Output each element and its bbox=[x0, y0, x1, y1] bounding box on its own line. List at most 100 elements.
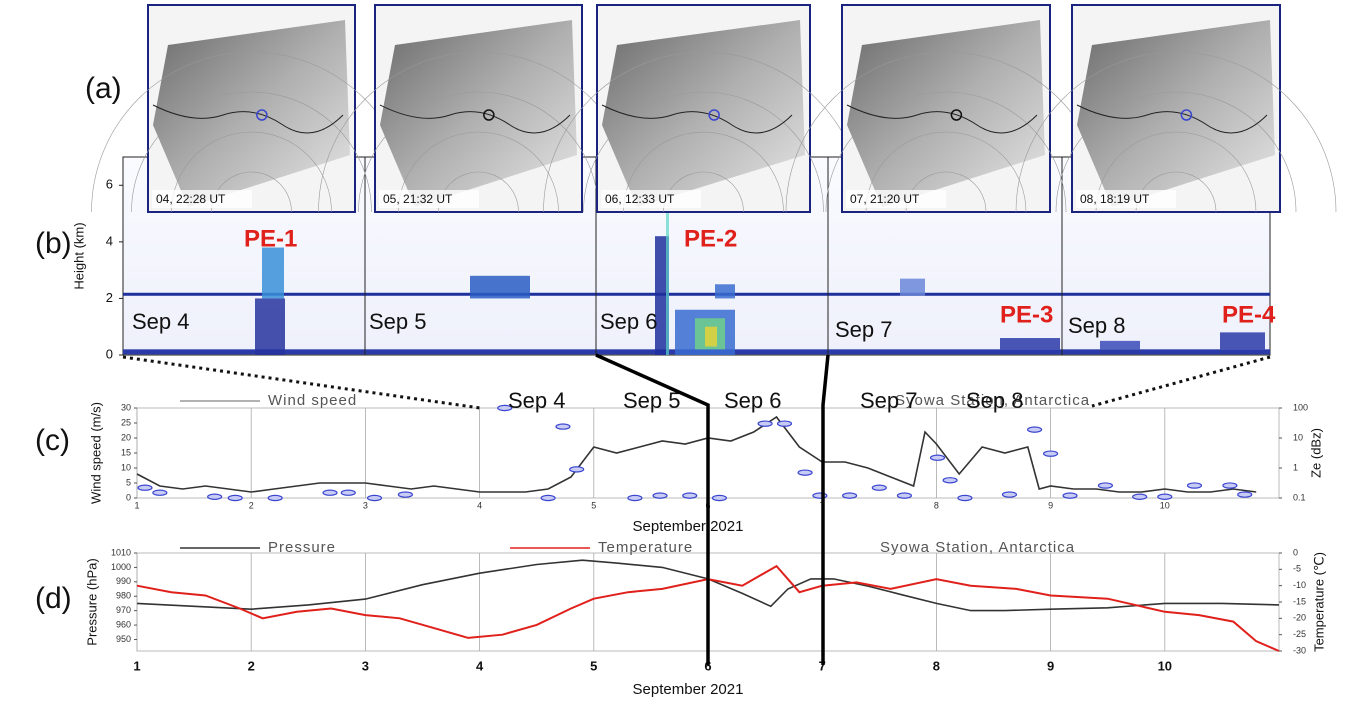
ze-point bbox=[943, 478, 957, 483]
x-tick-label: 5 bbox=[590, 658, 597, 673]
ze-point bbox=[1133, 494, 1147, 499]
ze-point bbox=[570, 467, 584, 472]
y-tick-label: 30 bbox=[121, 402, 131, 412]
legend-label: Wind speed bbox=[268, 392, 357, 409]
y2-tick-label: 0.1 bbox=[1293, 492, 1306, 502]
x-tick-label: 5 bbox=[591, 500, 596, 510]
lidar-echo bbox=[1000, 338, 1060, 349]
x-tick-label: 4 bbox=[477, 500, 482, 510]
ze-point bbox=[323, 490, 337, 495]
x-tick-label: 9 bbox=[1047, 658, 1054, 673]
ze-point bbox=[1063, 493, 1077, 498]
ze-point bbox=[628, 495, 642, 500]
ze-point bbox=[228, 495, 242, 500]
ze-point bbox=[398, 492, 412, 497]
ze-point bbox=[758, 421, 772, 426]
ze-point bbox=[556, 424, 570, 429]
ze-point bbox=[268, 495, 282, 500]
day-label: Sep 5 bbox=[369, 309, 427, 334]
lidar-echo bbox=[705, 327, 717, 347]
chart-title: Syowa Station, Antarctica bbox=[880, 539, 1075, 556]
y-tick-label: 960 bbox=[116, 619, 131, 629]
y2-tick-label: 100 bbox=[1293, 402, 1308, 412]
x-tick-label: 1 bbox=[134, 500, 139, 510]
y2-tick-label: -20 bbox=[1293, 613, 1306, 623]
y2-axis-label: Ze (dBz) bbox=[1308, 428, 1323, 478]
y-tick-label: 0 bbox=[126, 492, 131, 502]
x-tick-label: 4 bbox=[476, 658, 484, 673]
day-annotation: Sep 7 bbox=[860, 388, 918, 413]
y-tick-label: 10 bbox=[121, 462, 131, 472]
ze-point bbox=[653, 493, 667, 498]
lidar-echo bbox=[470, 276, 530, 299]
y2-tick-label: -5 bbox=[1293, 564, 1301, 574]
x-tick-label: 8 bbox=[934, 500, 939, 510]
y-tick-label: 15 bbox=[121, 447, 131, 457]
x-tick-label: 10 bbox=[1158, 658, 1172, 673]
y2-tick-label: 1 bbox=[1293, 462, 1298, 472]
y2-tick-label: 10 bbox=[1293, 432, 1303, 442]
lidar-echo bbox=[900, 279, 925, 296]
x-tick-label: 3 bbox=[363, 500, 368, 510]
x-tick-label: 2 bbox=[249, 500, 254, 510]
ze-point bbox=[1028, 427, 1042, 432]
zoom-guide bbox=[1092, 357, 1270, 406]
ze-point bbox=[897, 493, 911, 498]
x-tick-label: 9 bbox=[1048, 500, 1053, 510]
day-label: Sep 7 bbox=[835, 317, 893, 342]
panel-label: (c) bbox=[35, 424, 70, 457]
ze-point bbox=[138, 485, 152, 490]
day-annotation: Sep 4 bbox=[508, 388, 566, 413]
series-line bbox=[137, 417, 1256, 492]
image-caption: 07, 21:20 UT bbox=[850, 192, 920, 206]
y-tick-label: 4 bbox=[106, 233, 113, 248]
event-label: PE-2 bbox=[684, 225, 737, 252]
x-tick-label: 2 bbox=[248, 658, 255, 673]
day-annotation: Sep 8 bbox=[966, 388, 1024, 413]
image-caption: 05, 21:32 UT bbox=[383, 192, 453, 206]
y-tick-label: 950 bbox=[116, 634, 131, 644]
ze-point bbox=[1098, 483, 1112, 488]
ze-point bbox=[813, 493, 827, 498]
y-tick-label: 25 bbox=[121, 417, 131, 427]
ze-point bbox=[1238, 492, 1252, 497]
y-tick-label: 0 bbox=[106, 346, 113, 361]
ze-point bbox=[712, 495, 726, 500]
ze-point bbox=[958, 495, 972, 500]
ze-point bbox=[368, 495, 382, 500]
y2-tick-label: -15 bbox=[1293, 596, 1306, 606]
panel-label: (d) bbox=[35, 582, 72, 615]
x-tick-label: 1 bbox=[133, 658, 140, 673]
day-annotation: Sep 5 bbox=[623, 388, 681, 413]
ze-point bbox=[843, 493, 857, 498]
event-label: PE-3 bbox=[1000, 301, 1053, 328]
image-caption: 06, 12:33 UT bbox=[605, 192, 675, 206]
x-axis-label: September 2021 bbox=[633, 518, 744, 535]
lidar-echo bbox=[255, 298, 285, 355]
y-tick-label: 6 bbox=[106, 177, 113, 192]
day-label: Sep 4 bbox=[132, 309, 190, 334]
day-annotation: Sep 6 bbox=[724, 388, 782, 413]
ze-point bbox=[1223, 483, 1237, 488]
y-tick-label: 990 bbox=[116, 576, 131, 586]
ze-point bbox=[778, 421, 792, 426]
ze-point bbox=[798, 470, 812, 475]
ze-point bbox=[931, 455, 945, 460]
y2-tick-label: -30 bbox=[1293, 645, 1306, 655]
y2-tick-label: 0 bbox=[1293, 547, 1298, 557]
lidar-layer bbox=[123, 293, 1270, 296]
ze-point bbox=[1044, 451, 1058, 456]
event-label: PE-1 bbox=[244, 225, 297, 252]
y-tick-label: 980 bbox=[116, 591, 131, 601]
ze-point bbox=[341, 490, 355, 495]
ze-point bbox=[541, 495, 555, 500]
y-axis-label: Height (km) bbox=[71, 222, 86, 289]
x-tick-label: 3 bbox=[362, 658, 369, 673]
lidar-echo bbox=[1100, 341, 1140, 349]
y-tick-label: 20 bbox=[121, 432, 131, 442]
x-axis-label: September 2021 bbox=[633, 681, 744, 698]
image-caption: 08, 18:19 UT bbox=[1080, 192, 1150, 206]
y-tick-label: 970 bbox=[116, 605, 131, 615]
ze-point bbox=[153, 490, 167, 495]
x-tick-label: 10 bbox=[1160, 500, 1170, 510]
